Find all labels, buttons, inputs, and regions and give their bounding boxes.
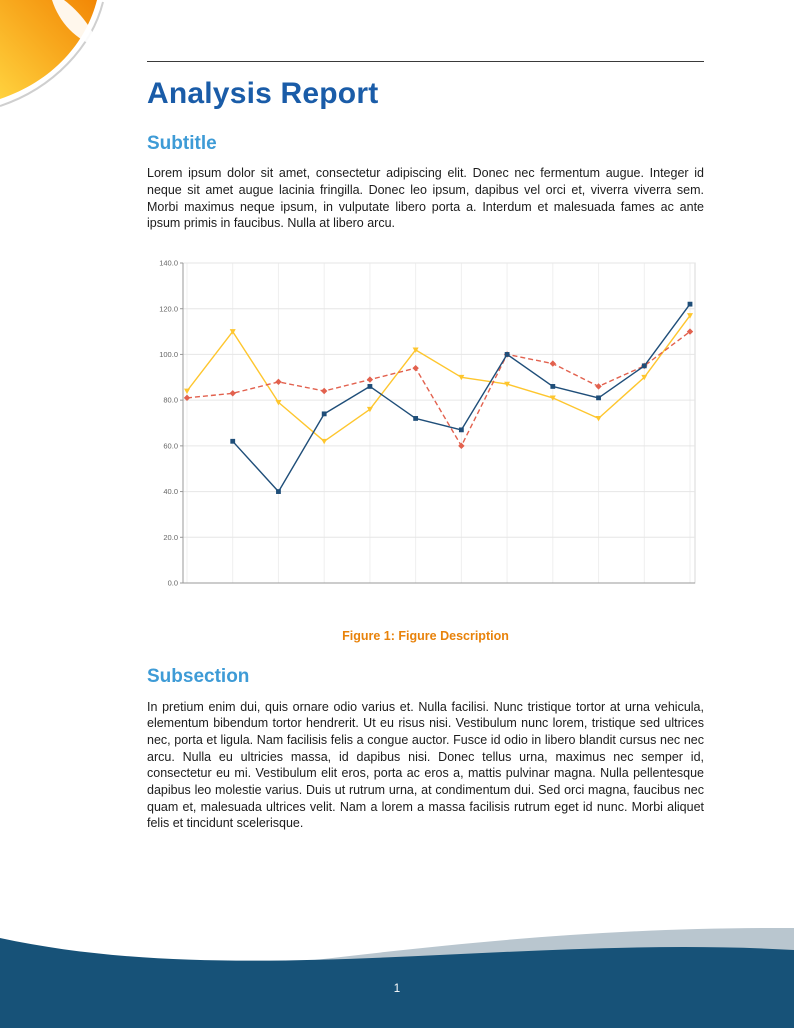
svg-text:20.0: 20.0	[163, 533, 178, 542]
paragraph-subtitle: Lorem ipsum dolor sit amet, consectetur …	[147, 166, 704, 231]
line-chart: 0.0 20.0 40.0 60.0 80.0 100.0 120.0 140.0	[147, 250, 703, 603]
figure-caption-text: Figure Description	[398, 628, 509, 643]
svg-text:140.0: 140.0	[159, 258, 178, 267]
page-content: Analysis Report Subtitle Lorem ipsum dol…	[147, 0, 704, 832]
footer-wave-decoration	[0, 927, 794, 1028]
swoosh-white-slash	[52, 0, 99, 47]
page-number: 1	[393, 983, 401, 995]
svg-text:120.0: 120.0	[159, 304, 178, 313]
paragraph-subsection: In pretium enim dui, quis ornare odio va…	[147, 699, 704, 831]
svg-text:40.0: 40.0	[163, 487, 178, 496]
figure-caption-label: Figure 1:	[342, 628, 395, 643]
figure-caption: Figure 1: Figure Description	[147, 629, 704, 643]
svg-text:80.0: 80.0	[163, 396, 178, 405]
swoosh-shadow-arc	[0, 1, 104, 107]
svg-text:60.0: 60.0	[163, 441, 178, 450]
footer-wave-navy	[0, 938, 794, 1028]
page-title: Analysis Report	[147, 77, 379, 110]
section-heading-subsection: Subsection	[147, 665, 250, 687]
section-heading-subtitle: Subtitle	[147, 132, 217, 154]
svg-text:100.0: 100.0	[159, 350, 178, 359]
svg-text:0.0: 0.0	[168, 578, 178, 587]
swoosh-main-shape	[0, 0, 97, 99]
corner-swoosh-decoration	[0, 0, 104, 107]
figure-1: 0.0 20.0 40.0 60.0 80.0 100.0 120.0 140.0 Figur…	[147, 250, 704, 643]
header-rule	[147, 61, 704, 62]
